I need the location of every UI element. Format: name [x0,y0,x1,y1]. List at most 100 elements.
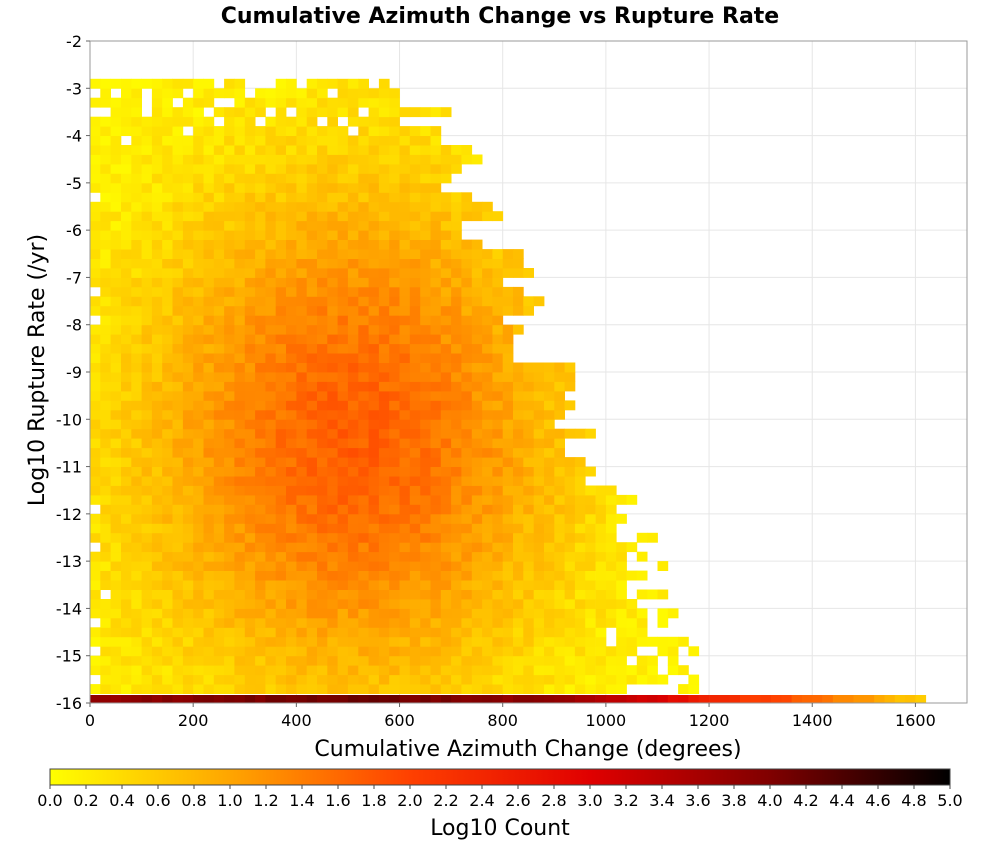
heatmap-cell [224,343,235,354]
heatmap-cell [286,78,297,89]
heatmap-cell [626,608,638,619]
heatmap-cell [224,324,235,335]
heatmap-cell [110,523,122,534]
heatmap-cell [162,135,173,146]
heatmap-cell [317,655,328,666]
heatmap-cell [337,305,349,316]
heatmap-cell [440,542,452,553]
heatmap-cell [564,476,576,486]
heatmap-cell [286,277,297,288]
heatmap-floor-cell [616,695,627,703]
heatmap-cell [523,627,534,638]
heatmap-cell [317,286,328,297]
heatmap-cell [296,258,308,269]
heatmap-cell [378,182,390,193]
heatmap-cell [544,457,555,467]
heatmap-cell [420,277,431,288]
heatmap-cell [399,438,411,449]
heatmap-cell [244,504,256,515]
heatmap-cell [358,580,369,590]
heatmap-cell [131,239,142,250]
heatmap-cell [471,599,483,609]
heatmap-cell [296,589,308,600]
heatmap-cell [564,655,576,666]
heatmap-cell [234,494,246,505]
heatmap-cell [358,409,369,420]
heatmap-cell [100,268,111,278]
heatmap-cell [358,173,369,184]
heatmap-cell [337,173,349,184]
heatmap-cell [409,249,421,259]
heatmap-cell [317,182,328,193]
heatmap-cell [121,220,132,231]
heatmap-floor-cell [626,695,638,703]
x-tick-label: 1200 [689,711,730,730]
heatmap-cell [275,116,287,127]
heatmap-cell [275,163,287,174]
heatmap-cell [471,381,483,392]
heatmap-cell [513,457,524,467]
heatmap-cell [636,674,648,685]
heatmap-cell [368,163,380,174]
heatmap-cell [544,608,555,619]
heatmap-cell [90,551,101,562]
heatmap-cell [244,343,256,354]
heatmap-cell [306,504,318,515]
heatmap-cell [399,419,411,430]
heatmap-cell [121,249,132,259]
heatmap-cell [141,277,153,288]
heatmap-cell [327,353,338,363]
heatmap-cell [182,599,194,609]
colorbar-tick-label: 1.0 [217,791,242,810]
heatmap-cell [224,542,235,553]
heatmap-cell [678,665,689,676]
heatmap-cell [234,88,246,99]
heatmap-cell [317,599,328,609]
heatmap-cell [100,88,111,99]
heatmap-cell [440,315,452,326]
heatmap-cell [337,674,349,685]
heatmap-cell [347,192,359,203]
heatmap-cell [451,409,462,420]
heatmap-cell [234,192,246,203]
heatmap-cell [162,457,173,467]
heatmap-cell [430,608,442,619]
heatmap-cell [337,390,349,401]
heatmap-cell [440,107,452,118]
heatmap-cell [399,532,411,543]
heatmap-cell [131,315,142,326]
heatmap-cell [110,230,122,240]
heatmap-cell [296,116,308,127]
heatmap-cell [554,504,565,515]
heatmap-cell [131,400,142,411]
heatmap-cell [193,476,204,486]
heatmap-cell [471,617,483,628]
heatmap-cell [564,466,576,477]
heatmap-cell [121,674,132,685]
heatmap-cell [523,684,534,694]
heatmap-cell [151,636,163,647]
heatmap-cell [317,513,328,524]
heatmap-cell [399,636,411,647]
heatmap-cell [317,334,328,345]
heatmap-cell [141,334,153,345]
heatmap-cell [121,665,132,676]
heatmap-cell [213,230,225,240]
heatmap-cell [213,580,225,590]
heatmap-floor-cell [523,695,534,703]
heatmap-cell [244,551,256,562]
heatmap-cell [616,636,627,647]
colorbar-tick-label: 1.4 [289,791,314,810]
heatmap-cell [399,542,411,553]
heatmap-cell [564,570,576,581]
chart-title: Cumulative Azimuth Change vs Rupture Rat… [221,4,779,29]
heatmap-cell [513,268,524,278]
heatmap-cell [110,608,122,619]
heatmap-cell [317,277,328,288]
heatmap-cell [255,561,266,571]
heatmap-cell [389,154,400,165]
heatmap-cell [244,419,256,430]
heatmap-cell [121,268,132,278]
heatmap-cell [430,145,442,155]
heatmap-cell [193,135,204,146]
